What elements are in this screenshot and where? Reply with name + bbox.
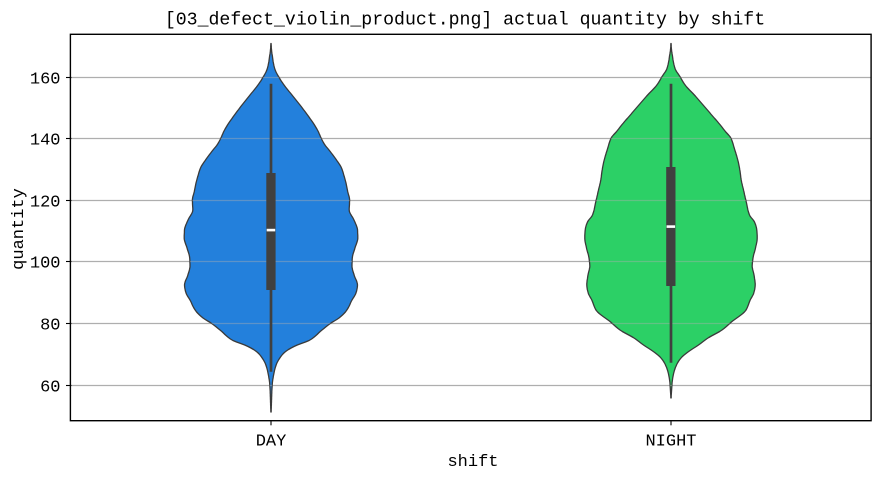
svg-text:DAY: DAY: [256, 432, 287, 451]
svg-text:shift: shift: [447, 453, 498, 472]
svg-text:140: 140: [30, 131, 61, 150]
svg-text:NIGHT: NIGHT: [645, 432, 696, 451]
svg-text:60: 60: [40, 378, 60, 397]
svg-text:120: 120: [30, 193, 61, 212]
svg-text:160: 160: [30, 70, 61, 89]
svg-text:80: 80: [40, 316, 60, 335]
svg-text:quantity: quantity: [10, 188, 29, 270]
svg-text:100: 100: [30, 254, 61, 273]
svg-text:[03_defect_violin_product.png]: [03_defect_violin_product.png] actual qu…: [165, 10, 765, 30]
